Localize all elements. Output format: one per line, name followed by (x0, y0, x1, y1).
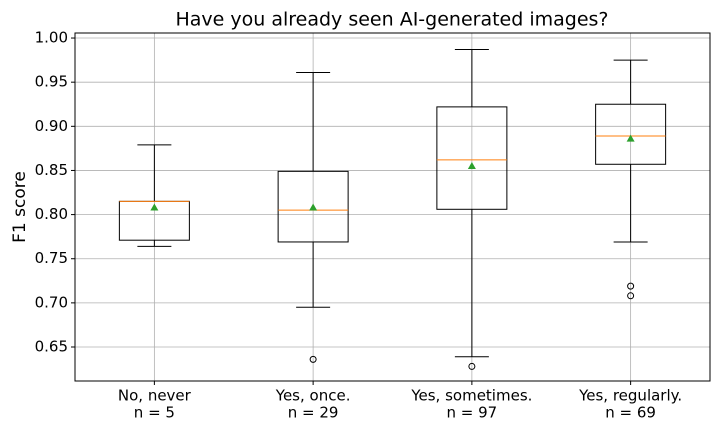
y-tick-label: 0.65 (35, 338, 68, 356)
outlier (468, 362, 476, 370)
y-tick-label: 0.70 (35, 293, 68, 311)
x-tick-label-n: n = 69 (605, 404, 656, 422)
y-tick-label: 0.80 (35, 205, 68, 223)
mean-marker (150, 203, 159, 211)
box (595, 103, 667, 165)
x-tick-label-n: n = 97 (447, 404, 498, 422)
x-tick-label: Yes, regularly. (578, 387, 682, 405)
chart-title: Have you already seen AI-generated image… (175, 9, 608, 31)
x-tick-label: Yes, once. (275, 387, 351, 405)
y-tick-label: 0.75 (35, 249, 68, 267)
outlier (627, 292, 635, 300)
outlier (309, 355, 317, 363)
plot-frame (74, 32, 711, 382)
x-tick-label-n: n = 5 (134, 404, 175, 422)
outlier (627, 282, 635, 290)
x-tick-label: Yes, sometimes. (410, 387, 532, 405)
y-axis-label: F1 score (10, 171, 30, 243)
y-tick-label: 0.90 (35, 117, 68, 135)
mean-marker (309, 203, 318, 211)
box (436, 106, 508, 210)
x-tick-label: No, never (118, 387, 192, 405)
x-tick-label-n: n = 29 (288, 404, 339, 422)
y-tick-label: 0.95 (35, 73, 68, 91)
mean-marker (626, 134, 635, 142)
mean-marker (467, 162, 476, 170)
box (277, 170, 349, 243)
y-tick-label: 1.00 (35, 29, 68, 47)
y-tick-label: 0.85 (35, 161, 68, 179)
